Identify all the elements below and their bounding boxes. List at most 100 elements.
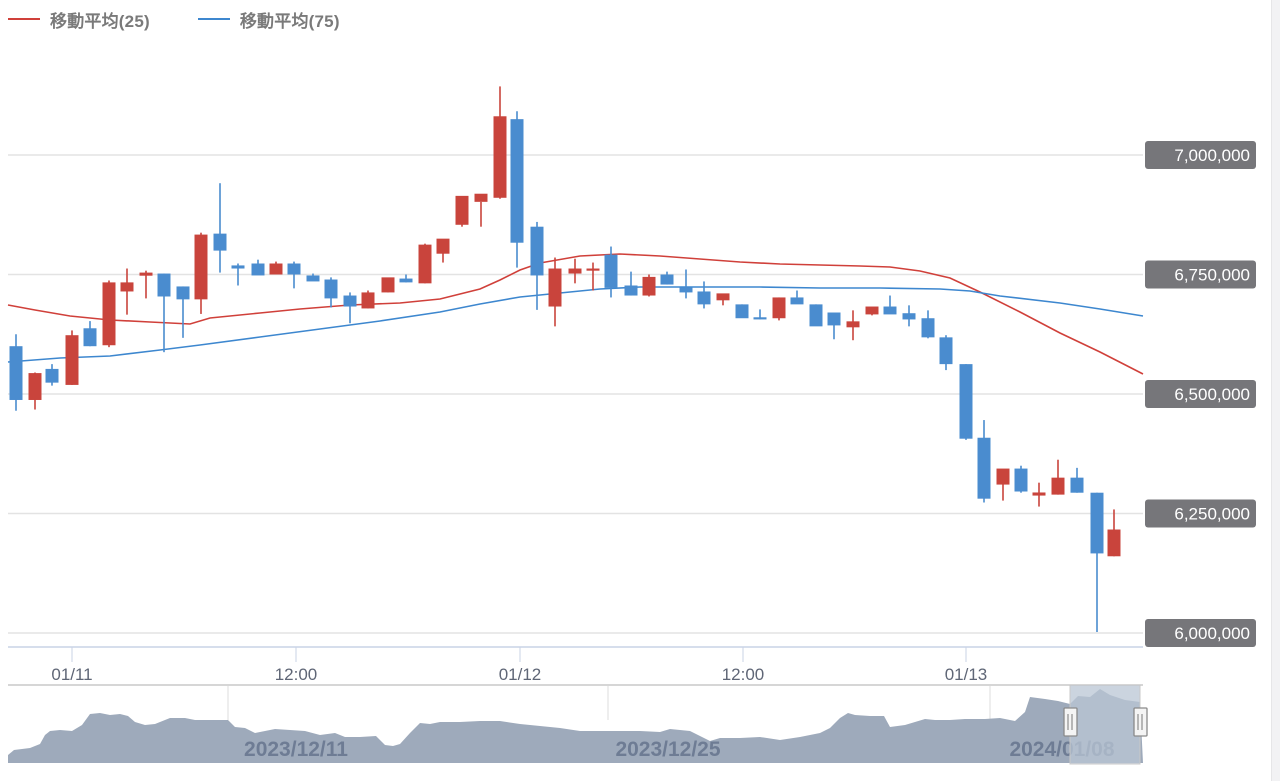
candle[interactable] xyxy=(139,270,153,299)
candle[interactable] xyxy=(9,334,23,411)
candle[interactable] xyxy=(530,221,544,310)
candle[interactable] xyxy=(455,195,469,227)
candle[interactable] xyxy=(251,259,265,276)
candle[interactable] xyxy=(716,293,730,306)
candle[interactable] xyxy=(624,271,638,296)
candle-body xyxy=(939,337,953,365)
navigator-left-handle[interactable] xyxy=(1063,707,1078,737)
candle[interactable] xyxy=(1014,465,1028,493)
ma25-line-icon xyxy=(8,18,40,20)
candle[interactable] xyxy=(548,257,562,327)
candle[interactable] xyxy=(977,420,991,503)
candle[interactable] xyxy=(902,305,916,327)
navigator-right-handle[interactable] xyxy=(1133,707,1148,737)
candle[interactable] xyxy=(231,263,245,286)
candle[interactable] xyxy=(493,86,507,199)
candle-body xyxy=(120,282,134,292)
candle[interactable] xyxy=(381,277,395,293)
candle-body xyxy=(231,265,245,269)
candle[interactable] xyxy=(194,232,208,314)
navigator-area xyxy=(8,689,1143,763)
candle-body xyxy=(28,373,42,400)
candle[interactable] xyxy=(846,310,860,341)
candle[interactable] xyxy=(1107,509,1121,557)
candle[interactable] xyxy=(287,261,301,289)
candle[interactable] xyxy=(28,372,42,410)
candle[interactable] xyxy=(418,243,432,284)
candle[interactable] xyxy=(586,262,600,291)
moving-average-lines xyxy=(7,253,1144,375)
navigator-date-label: 2023/12/25 xyxy=(615,738,720,761)
candle[interactable] xyxy=(883,295,897,315)
candle[interactable] xyxy=(921,310,935,339)
candle[interactable] xyxy=(809,304,823,327)
candle-body xyxy=(697,291,711,305)
candle-body xyxy=(436,238,450,254)
handle-body[interactable] xyxy=(1133,707,1148,737)
candle[interactable] xyxy=(510,111,524,268)
y-axis-label: 7,000,000 xyxy=(1174,146,1250,165)
candle[interactable] xyxy=(865,306,879,316)
candlestick-series[interactable] xyxy=(9,86,1121,633)
candle-body xyxy=(921,318,935,338)
candle-body xyxy=(827,312,841,326)
candle[interactable] xyxy=(996,468,1010,501)
candle[interactable] xyxy=(45,364,59,386)
candle[interactable] xyxy=(827,312,841,340)
candle[interactable] xyxy=(436,238,450,263)
candle[interactable] xyxy=(1090,492,1104,633)
candle-body xyxy=(139,272,153,276)
candle[interactable] xyxy=(642,274,656,297)
candle[interactable] xyxy=(343,292,357,324)
handle-body[interactable] xyxy=(1063,707,1078,737)
candle[interactable] xyxy=(1051,459,1065,495)
candle[interactable] xyxy=(735,304,749,319)
candle-body xyxy=(959,364,973,439)
candle-body xyxy=(996,468,1010,485)
navigator-selection[interactable] xyxy=(1069,684,1141,765)
candle[interactable] xyxy=(959,364,973,440)
range-navigator[interactable]: 2023/12/11 2023/12/25 2024/01/08 xyxy=(8,684,1148,765)
candle[interactable] xyxy=(361,290,375,309)
candle-body xyxy=(1051,477,1065,495)
candle[interactable] xyxy=(83,321,97,347)
candle-body xyxy=(772,297,786,319)
candle[interactable] xyxy=(772,297,786,321)
candle[interactable] xyxy=(120,268,134,315)
candle[interactable] xyxy=(679,269,693,299)
candle-body xyxy=(361,292,375,309)
candle[interactable] xyxy=(568,258,582,284)
candle[interactable] xyxy=(604,246,618,298)
candle[interactable] xyxy=(213,183,227,273)
candle[interactable] xyxy=(306,273,320,282)
candle[interactable] xyxy=(324,277,338,308)
candle[interactable] xyxy=(269,261,283,275)
scrollbar-track[interactable] xyxy=(1271,0,1280,781)
legend-item-ma75[interactable]: 移動平均(75) xyxy=(190,7,340,32)
candle[interactable] xyxy=(399,274,413,283)
candle-body xyxy=(251,263,265,276)
candle[interactable] xyxy=(790,290,804,305)
candle-body xyxy=(510,119,524,243)
legend-item-ma25[interactable]: 移動平均(25) xyxy=(0,7,150,32)
y-axis-label-box xyxy=(1145,141,1256,169)
candle-body xyxy=(157,273,171,297)
candle[interactable] xyxy=(102,280,116,348)
candle[interactable] xyxy=(157,273,171,353)
candle[interactable] xyxy=(697,281,711,309)
candle[interactable] xyxy=(753,309,767,320)
candle-body xyxy=(548,268,562,307)
candle[interactable] xyxy=(65,330,79,385)
candle[interactable] xyxy=(1032,482,1046,507)
candle-body xyxy=(269,263,283,275)
candle[interactable] xyxy=(660,271,674,285)
candle[interactable] xyxy=(1070,467,1084,493)
candle[interactable] xyxy=(474,193,488,227)
candle[interactable] xyxy=(939,335,953,371)
y-axis-label-box xyxy=(1145,260,1256,289)
candle-body xyxy=(716,293,730,301)
candle[interactable] xyxy=(176,286,190,338)
candle-body xyxy=(977,437,991,499)
y-axis-labels: 7,000,000 6,750,000 6,500,000 6,250,000 6,00… xyxy=(1145,141,1256,647)
